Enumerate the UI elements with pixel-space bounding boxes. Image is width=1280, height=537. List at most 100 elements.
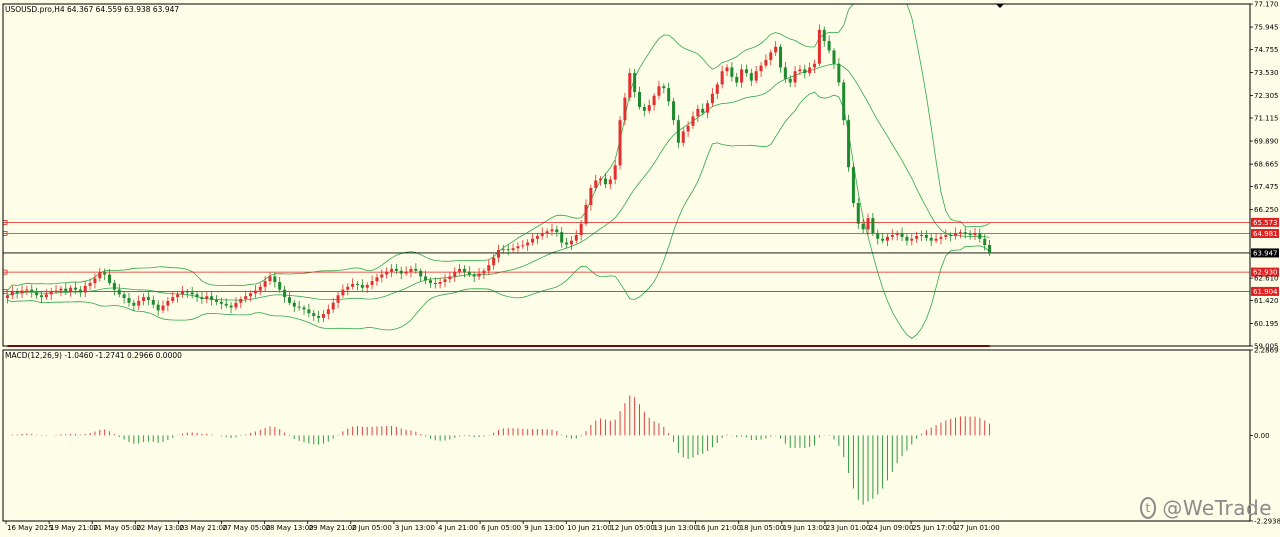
candle-body <box>292 302 296 307</box>
candle-body <box>793 71 797 83</box>
candle-body <box>968 234 972 236</box>
candle-body <box>720 71 724 85</box>
candle-body <box>851 167 855 204</box>
candle-body <box>740 69 744 83</box>
candle-body <box>355 283 360 285</box>
candle-body <box>545 231 549 234</box>
candle-body <box>866 218 870 230</box>
candle-body <box>365 284 369 288</box>
candle-body <box>778 46 783 68</box>
level-tag-2 <box>1251 267 1279 277</box>
time-tick-label: 6 Jun 05:00 <box>481 524 521 532</box>
candle-body <box>963 232 967 235</box>
candle-body <box>885 236 889 241</box>
candle-body <box>725 67 729 72</box>
candle-body <box>171 297 175 301</box>
candle-body <box>438 282 442 284</box>
bollinger-middle-band <box>7 63 990 301</box>
candle-body <box>526 242 530 246</box>
symbol-info: USOUSD.pro,H4 64.367 64.559 63.938 63.94… <box>5 5 180 14</box>
level-tag-1 <box>1251 228 1279 238</box>
macd-info: MACD(12,26,9) -1.0460 -1.2741 0.2966 0.0… <box>5 351 182 360</box>
candle-body <box>550 229 554 232</box>
price-tick-label: 74.755 <box>1254 46 1279 54</box>
candle-body <box>764 59 768 66</box>
candle-body <box>774 46 778 53</box>
candle-body <box>312 313 316 316</box>
candle-body <box>881 238 885 241</box>
price-tick-label: 75.945 <box>1254 24 1279 32</box>
time-tick-label: 23 Jun 01:00 <box>826 524 870 532</box>
watermark-text: @WeTrade <box>1162 496 1272 520</box>
candle-body <box>934 238 938 241</box>
candle-body <box>574 235 578 241</box>
time-tick-label: 23 May 21:00 <box>179 524 227 532</box>
candle-body <box>637 91 642 107</box>
candle-body <box>531 238 535 243</box>
candle-body <box>603 178 607 185</box>
candle-body <box>735 76 739 83</box>
candle-body <box>696 108 700 117</box>
candle-body <box>871 218 875 234</box>
candle-body <box>900 233 904 237</box>
candle-body <box>555 229 559 233</box>
level-tag-label-3: 61.904 <box>1253 288 1278 296</box>
candle-body <box>798 69 802 72</box>
time-tick-label: 16 May 2025 <box>7 524 53 532</box>
candle-body <box>594 180 598 188</box>
candle-body <box>73 287 78 290</box>
candle-body <box>788 78 792 83</box>
candle-body <box>98 272 102 279</box>
candle-body <box>744 69 748 74</box>
candle-body <box>905 236 909 241</box>
level-tag-3 <box>1251 286 1279 296</box>
time-tick-label: 19 May 21:00 <box>50 524 98 532</box>
candle-body <box>146 297 150 300</box>
candle-body <box>647 105 651 111</box>
candle-body <box>424 276 428 281</box>
macd-frame <box>2 349 1251 522</box>
time-tick-label: 27 Jun 01:00 <box>955 524 999 532</box>
candle-body <box>516 246 520 249</box>
macd-pane <box>7 345 991 505</box>
candle-body <box>268 276 272 282</box>
candle-body <box>244 296 248 300</box>
bollinger-lower-band <box>7 91 990 340</box>
candle-body <box>672 101 676 121</box>
candle-body <box>973 233 977 236</box>
macd-tick-label: 0.00 <box>1254 432 1270 440</box>
candle-body <box>117 289 121 295</box>
candle-body <box>832 50 836 64</box>
candle-body <box>623 97 627 121</box>
candle-body <box>112 283 116 290</box>
candle-body <box>599 178 603 181</box>
time-tick-label: 24 Jun 09:00 <box>869 524 913 532</box>
candle-body <box>419 270 423 277</box>
time-tick-label: 2 Jun 05:00 <box>352 524 392 532</box>
candle-body <box>409 268 413 272</box>
candle-body <box>579 223 583 236</box>
candle-body <box>915 235 919 239</box>
price-tick-label: 62.610 <box>1254 275 1279 283</box>
chart-shift-marker-icon[interactable] <box>996 4 1004 8</box>
candle-body <box>443 279 447 283</box>
candle-body <box>584 204 588 224</box>
candle-body <box>861 223 865 230</box>
candle-body <box>453 271 457 277</box>
macd-tick-label: 2.2869 <box>1254 347 1279 355</box>
candle-body <box>176 294 180 298</box>
candle-body <box>239 299 243 303</box>
time-tick-label: 4 Jun 21:00 <box>438 524 478 532</box>
candle-body <box>49 291 53 295</box>
time-tick-label: 9 Jun 13:00 <box>524 524 564 532</box>
candle-body <box>803 69 807 74</box>
candle-body <box>321 314 325 318</box>
candle-body <box>983 238 987 245</box>
candle-body <box>919 235 924 237</box>
candle-body <box>477 273 481 277</box>
candle-body <box>628 73 632 98</box>
candle-body <box>813 63 817 68</box>
candle-body <box>229 305 233 308</box>
candle-body <box>856 203 860 224</box>
candle-body <box>521 245 525 247</box>
